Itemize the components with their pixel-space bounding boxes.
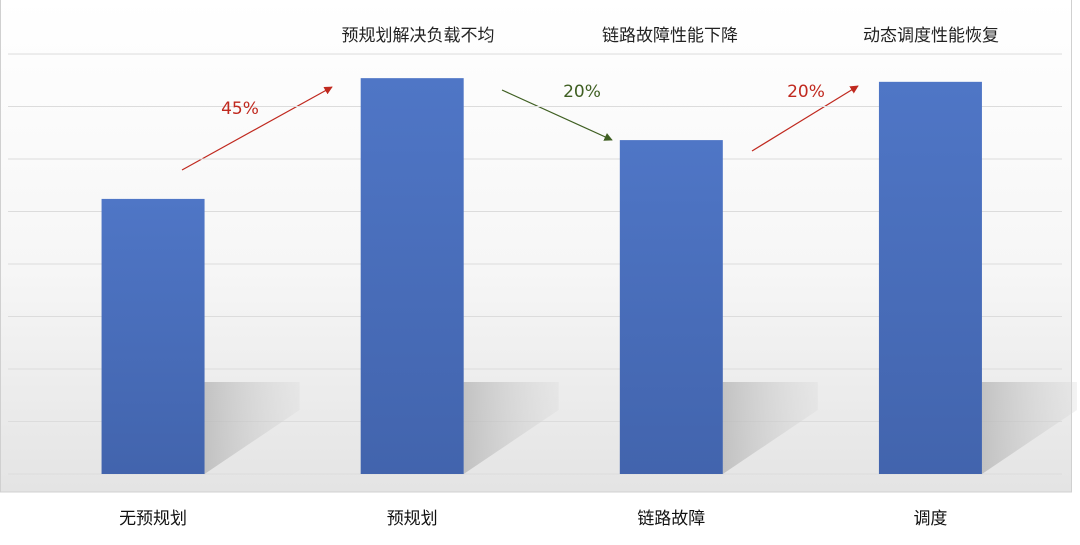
bar-shadow: [204, 382, 300, 474]
annotation: 动态调度性能恢复: [863, 26, 999, 46]
bar-shadow: [722, 382, 818, 474]
arrow: [501, 89, 613, 141]
arrow: [751, 85, 859, 152]
arrow: [181, 86, 333, 171]
bar-shadow: [981, 382, 1077, 474]
x-tick-label: 链路故障: [637, 509, 705, 529]
x-tick-label: 无预规划: [119, 509, 187, 529]
bar-shadow: [463, 382, 559, 474]
bar: [619, 140, 723, 474]
bar: [101, 198, 205, 474]
bar: [360, 78, 464, 475]
x-tick-label: 预规划: [387, 509, 438, 529]
annotation: 链路故障性能下降: [602, 26, 738, 46]
annotation: 20%: [563, 82, 601, 102]
x-tick-label: 调度: [913, 509, 947, 529]
annotation: 45%: [221, 99, 259, 119]
annotation: 预规划解决负载不均: [342, 26, 495, 46]
bar: [878, 81, 982, 474]
annotation: 20%: [787, 82, 825, 102]
